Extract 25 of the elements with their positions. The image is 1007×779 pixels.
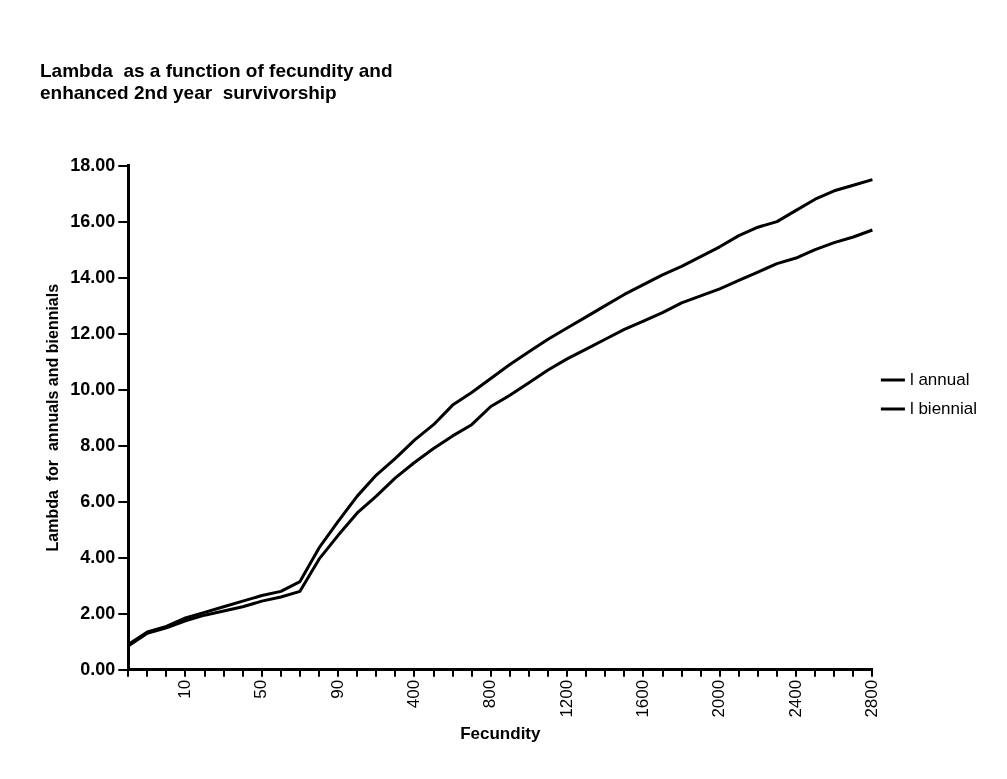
legend-label: l annual (909, 369, 970, 389)
x-axis-title: Fecundity (460, 724, 541, 744)
y-tick-label: 12.00 (70, 322, 116, 343)
x-tick-label: 1600 (633, 679, 653, 718)
y-tick-label: 6.00 (80, 490, 116, 511)
x-tick-label: 10 (175, 679, 195, 699)
x-tick-label: 2400 (785, 679, 805, 718)
chart-title: Lambda as a function of fecundity and enhanced 2nd year survivorship (40, 59, 393, 104)
x-tick-label: 1200 (556, 679, 576, 718)
y-tick-label: 16.00 (70, 210, 116, 231)
y-axis-title: Lambda for annuals and biennials (44, 283, 62, 552)
y-tick-label: 2.00 (80, 602, 116, 623)
y-tick-label: 0.00 (80, 658, 116, 679)
y-tick-label: 4.00 (80, 546, 116, 567)
x-tick-label: 50 (251, 679, 271, 699)
y-tick-label: 10.00 (70, 378, 116, 399)
x-tick-label: 2000 (709, 679, 729, 718)
y-tick-label: 18.00 (70, 154, 116, 175)
y-tick-label: 14.00 (70, 266, 116, 287)
y-tick-label: 8.00 (80, 434, 116, 455)
x-tick-label: 400 (404, 679, 424, 709)
x-tick-label: 90 (327, 679, 347, 699)
x-tick-label: 800 (480, 679, 500, 709)
legend-label: l biennial (909, 398, 978, 418)
x-tick-label: 2800 (862, 679, 882, 718)
